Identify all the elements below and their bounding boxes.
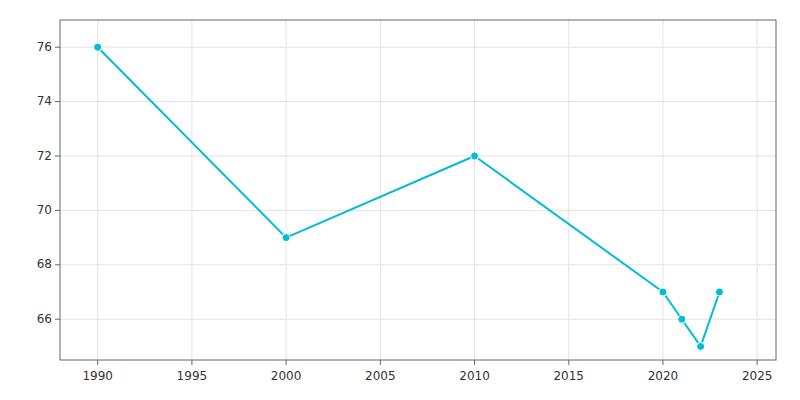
y-tick [55,264,60,265]
x-tick-label: 2005 [365,369,396,383]
data-line [98,47,720,346]
x-tick-label: 2015 [553,369,584,383]
data-point [94,43,102,51]
y-grid-line [60,156,776,157]
x-grid-line [380,20,381,360]
x-tick-label: 2000 [271,369,302,383]
y-tick-label: 76 [37,40,52,54]
x-tick [286,360,287,365]
x-tick [474,360,475,365]
data-point [282,234,290,242]
x-tick-label: 2010 [459,369,490,383]
y-tick-label: 66 [37,312,52,326]
x-tick [380,360,381,365]
axes: 66 68 70 72 74 76 1990 1995 2000 2005 2010 2015 2020… [37,20,776,383]
x-grid-line [757,20,758,360]
x-grid-line [286,20,287,360]
x-tick-label: 1995 [177,369,208,383]
x-grid-line [97,20,98,360]
y-tick [55,210,60,211]
x-tick [662,360,663,365]
x-grid-line [191,20,192,360]
y-tick [55,47,60,48]
x-grid-line [662,20,663,360]
y-tick [55,156,60,157]
x-grid-line [568,20,569,360]
y-grid-line [60,47,776,48]
x-tick-label: 1990 [82,369,113,383]
chart-svg: 66 68 70 72 74 76 1990 1995 2000 2005 2010 2015 2020… [0,0,800,400]
y-tick-label: 72 [37,149,52,163]
grid [60,20,776,360]
chart-container: 66 68 70 72 74 76 1990 1995 2000 2005 2010 2015 2020… [0,0,800,400]
data-layer [94,43,724,350]
x-tick-label: 2025 [742,369,773,383]
y-tick-label: 70 [37,203,52,217]
y-tick-label: 74 [37,94,52,108]
y-grid-line [60,210,776,211]
y-grid-line [60,319,776,320]
data-point [659,288,667,296]
x-tick [191,360,192,365]
x-grid-line [474,20,475,360]
x-tick [97,360,98,365]
plot-frame [60,20,776,360]
data-point [678,315,686,323]
data-point [697,342,705,350]
x-tick [568,360,569,365]
y-grid-line [60,101,776,102]
y-tick [55,101,60,102]
x-tick [757,360,758,365]
x-tick-label: 2020 [648,369,679,383]
plot-background [60,20,776,360]
data-point [471,152,479,160]
y-grid-line [60,264,776,265]
y-tick [55,319,60,320]
data-point [715,288,723,296]
y-tick-label: 68 [37,257,52,271]
